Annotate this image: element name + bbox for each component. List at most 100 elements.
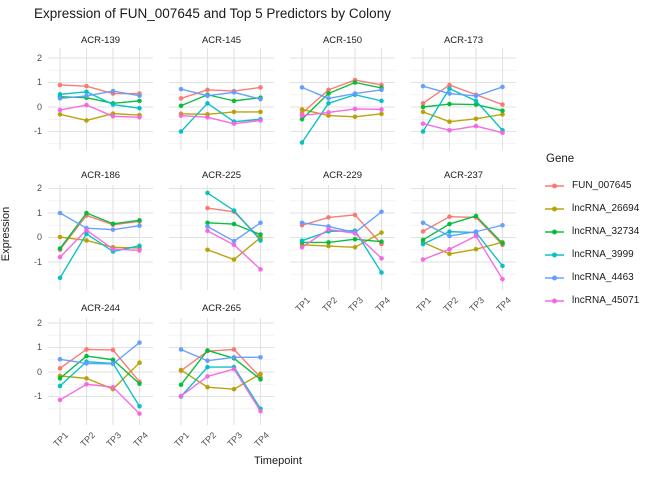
data-point-lncRNA_3999: [231, 208, 237, 213]
data-point-lncRNA_4463: [326, 96, 331, 101]
data-point-lncRNA_26694: [231, 386, 237, 392]
data-point-lncRNA_45071: [258, 267, 263, 272]
data-point-lncRNA_3999: [137, 243, 142, 249]
facet-title: ACR-237: [443, 170, 484, 181]
data-point-lncRNA_4463: [231, 355, 237, 360]
data-point-lncRNA_45071: [178, 393, 184, 399]
data-point-lncRNA_26694: [57, 112, 63, 117]
data-point-lncRNA_45071: [57, 397, 63, 403]
legend: Gene FUN_007645 lncRNA_26694 lncRNA_32734 l…: [544, 153, 639, 312]
data-point-lncRNA_45071: [473, 123, 479, 129]
data-point-lncRNA_4463: [500, 222, 505, 228]
series-line-lncRNA_45071: [422, 122, 504, 134]
facet-panel-ACR-244: [48, 318, 153, 425]
data-point-lncRNA_26694: [231, 257, 237, 262]
series-line-lncRNA_45071: [59, 229, 141, 258]
x-axis-tick-label: TP4: [130, 430, 150, 449]
data-point-lncRNA_26694: [473, 116, 479, 122]
data-point-lncRNA_26694: [205, 384, 210, 390]
legend-label: lncRNA_32734: [572, 226, 640, 237]
data-point-lncRNA_3999: [299, 238, 305, 243]
data-point-lncRNA_4463: [258, 96, 263, 102]
series-line-lncRNA_3999: [422, 230, 504, 267]
y-axis-tick-label: 0: [36, 232, 42, 242]
data-point-lncRNA_26694: [57, 234, 63, 240]
data-point-lncRNA_4463: [299, 220, 305, 226]
data-point-lncRNA_4463: [420, 220, 426, 226]
data-point-lncRNA_26694: [447, 251, 452, 257]
data-point-lncRNA_4463: [379, 87, 384, 93]
y-axis-tick-label: 0: [36, 366, 42, 377]
facet-title: ACR-145: [201, 35, 242, 46]
facet-panel-ACR-150: [290, 48, 395, 150]
series-line-lncRNA_4463: [59, 90, 141, 100]
data-point-lncRNA_3999: [379, 98, 384, 104]
series-line-lncRNA_3999: [59, 233, 141, 279]
data-point-lncRNA_45071: [110, 246, 116, 252]
y-axis-tick-label: 2: [36, 183, 42, 193]
data-point-lncRNA_32734: [352, 80, 358, 85]
data-point-lncRNA_3999: [420, 129, 426, 134]
data-point-lncRNA_3999: [379, 270, 384, 275]
series-line-lncRNA_45071: [180, 368, 262, 412]
facet-panel-ACR-186: [48, 185, 153, 290]
data-point-FUN_007645: [205, 205, 210, 211]
data-point-lncRNA_32734: [258, 377, 263, 382]
data-point-lncRNA_45071: [299, 113, 305, 118]
x-axis-tick-label: TP1: [51, 430, 71, 449]
data-point-lncRNA_32734: [178, 382, 184, 388]
data-point-lncRNA_32734: [84, 210, 89, 216]
data-point-lncRNA_4463: [231, 238, 237, 244]
x-axis-title: Timepoint: [254, 455, 302, 467]
data-point-lncRNA_32734: [500, 241, 505, 246]
data-point-lncRNA_26694: [258, 109, 263, 115]
data-point-lncRNA_4463: [137, 223, 142, 229]
data-point-lncRNA_32734: [205, 348, 210, 353]
x-axis-tick-label: TP3: [225, 430, 245, 449]
data-point-lncRNA_3999: [299, 140, 305, 145]
series-line-lncRNA_45071: [301, 228, 383, 260]
data-point-lncRNA_32734: [473, 213, 479, 219]
series-line-lncRNA_4463: [422, 222, 504, 237]
legend-items: FUN_007645 lncRNA_26694 lncRNA_32734 lncRNA…: [544, 174, 639, 312]
data-point-lncRNA_45071: [205, 374, 210, 379]
series-line-lncRNA_45071: [180, 114, 262, 125]
data-point-lncRNA_45071: [258, 118, 263, 123]
series-line-lncRNA_4463: [301, 86, 383, 100]
y-axis-tick-label: -1: [33, 391, 42, 401]
data-point-lncRNA_26694: [299, 107, 305, 112]
series-line-FUN_007645: [422, 215, 504, 246]
series-line-lncRNA_3999: [59, 91, 141, 109]
y-axis-tick-label: 1: [36, 207, 42, 218]
y-axis-tick-label: -1: [33, 126, 42, 136]
data-point-lncRNA_45071: [352, 106, 358, 112]
data-point-lncRNA_26694: [84, 118, 89, 123]
data-point-lncRNA_45071: [137, 411, 142, 416]
data-point-lncRNA_32734: [110, 221, 116, 227]
data-point-FUN_007645: [447, 82, 452, 88]
data-point-lncRNA_45071: [231, 242, 237, 248]
data-point-lncRNA_26694: [205, 247, 210, 253]
data-point-lncRNA_45071: [205, 114, 210, 120]
legend-item-lncRNA_45071: lncRNA_45071: [544, 289, 639, 312]
x-axis-tick-label: TP2: [319, 295, 339, 314]
legend-label: lncRNA_3999: [572, 249, 634, 260]
series-line-lncRNA_45071: [301, 108, 383, 117]
series-line-lncRNA_4463: [180, 348, 262, 362]
data-point-lncRNA_26694: [326, 243, 331, 249]
data-point-lncRNA_45071: [84, 227, 89, 233]
data-point-lncRNA_4463: [84, 361, 89, 366]
data-point-lncRNA_45071: [500, 130, 505, 136]
legend-key-icon: [545, 298, 564, 303]
series-line-lncRNA_3999: [180, 366, 262, 410]
facet-panel-ACR-145: [169, 48, 274, 150]
data-point-FUN_007645: [205, 87, 210, 93]
series-line-lncRNA_4463: [422, 85, 504, 97]
data-point-lncRNA_26694: [352, 114, 358, 120]
data-point-lncRNA_45071: [137, 248, 142, 253]
facet-title: ACR-265: [201, 303, 242, 314]
data-point-lncRNA_26694: [473, 246, 479, 252]
data-point-lncRNA_3999: [326, 101, 331, 106]
data-point-lncRNA_45071: [500, 276, 505, 282]
